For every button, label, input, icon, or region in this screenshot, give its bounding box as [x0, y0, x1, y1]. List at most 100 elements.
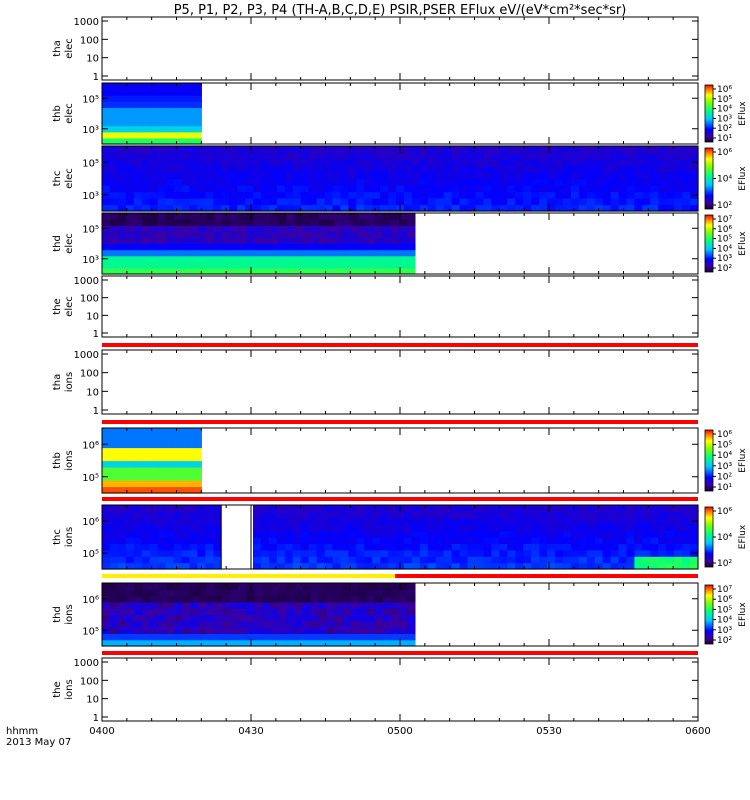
- tha-ions-status-bar: [102, 420, 698, 424]
- thd-elec-cell: [102, 213, 111, 220]
- thd-ions-cell: [270, 583, 280, 590]
- thc-elec-cell: [189, 159, 198, 167]
- thc-elec-cell: [324, 172, 334, 180]
- thd-ions-cell: [334, 627, 344, 634]
- thb-ions-cell: [118, 486, 128, 494]
- thb-ions-cell: [143, 454, 153, 462]
- thb-elec-cell: [102, 89, 111, 96]
- thc-ions-cell: [411, 505, 421, 512]
- thd-ions-cell: [142, 633, 151, 641]
- thd-elec-cell: [318, 225, 328, 232]
- thd-ions-cell: [334, 633, 344, 641]
- thd-elec-cell: [142, 267, 151, 275]
- thc-elec-cell: [324, 178, 334, 186]
- thd-ions-cell: [174, 601, 183, 609]
- thc-ions-cell: [260, 543, 270, 551]
- thc-elec-cell: [229, 191, 238, 199]
- thd-ions-cell: [166, 601, 175, 609]
- thd-ions-cell: [318, 589, 328, 597]
- thb-ions-cell: [151, 473, 161, 481]
- thb-ions-cell: [159, 460, 169, 468]
- thd-elec-cell: [222, 225, 231, 232]
- thd-ions-cell: [166, 608, 175, 616]
- thd-ions-cell: [390, 633, 400, 641]
- thd-ions-cell: [294, 627, 304, 634]
- thc-elec-cell: [316, 146, 326, 154]
- thb-ions-cell: [118, 460, 128, 468]
- thc-ions-cell: [419, 562, 429, 570]
- thd-ions-cell: [326, 639, 336, 647]
- thc-elec-cell: [237, 191, 246, 199]
- thc-ions-cell: [205, 549, 214, 557]
- thd-elec-cell: [182, 237, 191, 245]
- thb-elec-cell: [126, 131, 136, 139]
- thd-elec-cell: [214, 237, 223, 245]
- thb-elec-cell: [143, 107, 153, 115]
- thd-elec-cell: [294, 261, 304, 269]
- thb-ions-cell: [176, 467, 186, 475]
- thd-ions-cell: [150, 627, 159, 634]
- thb-elec-cell: [184, 113, 194, 121]
- thc-elec-cell: [300, 178, 310, 186]
- thc-elec-cell: [245, 146, 254, 154]
- thc-elec-cell: [252, 152, 262, 160]
- thd-elec-cell: [374, 267, 384, 275]
- thc-ions-cell: [173, 505, 183, 512]
- thc-ions-cell: [181, 517, 191, 525]
- thc-elec-cell: [388, 191, 397, 199]
- thc-ions-cell: [109, 517, 119, 525]
- thb-elec-cell: [118, 107, 128, 115]
- tha-ions-ytick-label: 1000: [74, 350, 99, 361]
- thd-ions-cell: [318, 608, 328, 616]
- thd-elec-cell: [230, 261, 239, 269]
- thc-elec-cell: [268, 204, 278, 212]
- thd-ions-cell: [294, 614, 304, 622]
- thd-ions-cell: [246, 595, 256, 603]
- thc-ions-cell: [682, 549, 691, 557]
- thc-elec-cell: [348, 204, 357, 212]
- thb-ions-cell: [118, 480, 128, 488]
- thd-ions-cell: [246, 589, 256, 597]
- thb-elec-colorbar-tick-label: 10⁶: [717, 85, 732, 95]
- thc-elec-cell: [419, 198, 429, 206]
- thc-ions-cell: [268, 556, 278, 564]
- thd-ions-cell: [334, 601, 344, 609]
- thc-ions-cell: [332, 543, 341, 551]
- thc-ions-cell: [125, 530, 135, 538]
- thc-ions-cell: [197, 549, 206, 557]
- thc-elec-cell: [666, 146, 675, 154]
- thc-ions-cell: [197, 524, 206, 532]
- thd-ions-cell: [206, 620, 215, 628]
- thc-ions-cell: [475, 562, 485, 570]
- tha-elec-label-species: elec: [64, 38, 75, 59]
- thc-ions-cell: [451, 530, 461, 538]
- thb-elec-cell: [118, 125, 128, 133]
- thb-ions-spectrogram: [102, 428, 202, 494]
- thd-elec-cell: [406, 213, 416, 220]
- thd-elec-cell: [190, 225, 199, 232]
- thd-elec-cell: [182, 219, 191, 226]
- thc-ions-cell: [372, 511, 381, 519]
- thd-elec-cell: [294, 219, 304, 226]
- thd-elec-cell: [150, 213, 159, 220]
- thd-elec-cell: [254, 213, 264, 220]
- thd-elec-cell: [398, 225, 408, 232]
- thd-ions-cell: [230, 595, 239, 603]
- thc-elec-cell: [642, 165, 651, 173]
- thd-ions-cell: [230, 589, 239, 597]
- thc-elec-cell: [268, 198, 278, 206]
- thb-ions-cell: [176, 473, 186, 481]
- thd-ions-cell: [262, 633, 272, 641]
- thc-ions-cell: [674, 543, 683, 551]
- thd-ions-cell: [158, 608, 167, 616]
- thc-elec-cell: [403, 165, 413, 173]
- thc-elec-cell: [133, 146, 143, 154]
- thc-elec-cell: [427, 165, 437, 173]
- thb-ions-cell: [176, 428, 186, 436]
- thb-elec-colorbar-tick-label: 10³: [717, 114, 732, 124]
- thc-elec-cell: [181, 159, 191, 167]
- thb-ions-cell: [184, 441, 194, 449]
- thd-elec-cell: [350, 225, 360, 232]
- thd-ions-cell: [310, 639, 320, 647]
- thc-ions-cell: [491, 505, 500, 512]
